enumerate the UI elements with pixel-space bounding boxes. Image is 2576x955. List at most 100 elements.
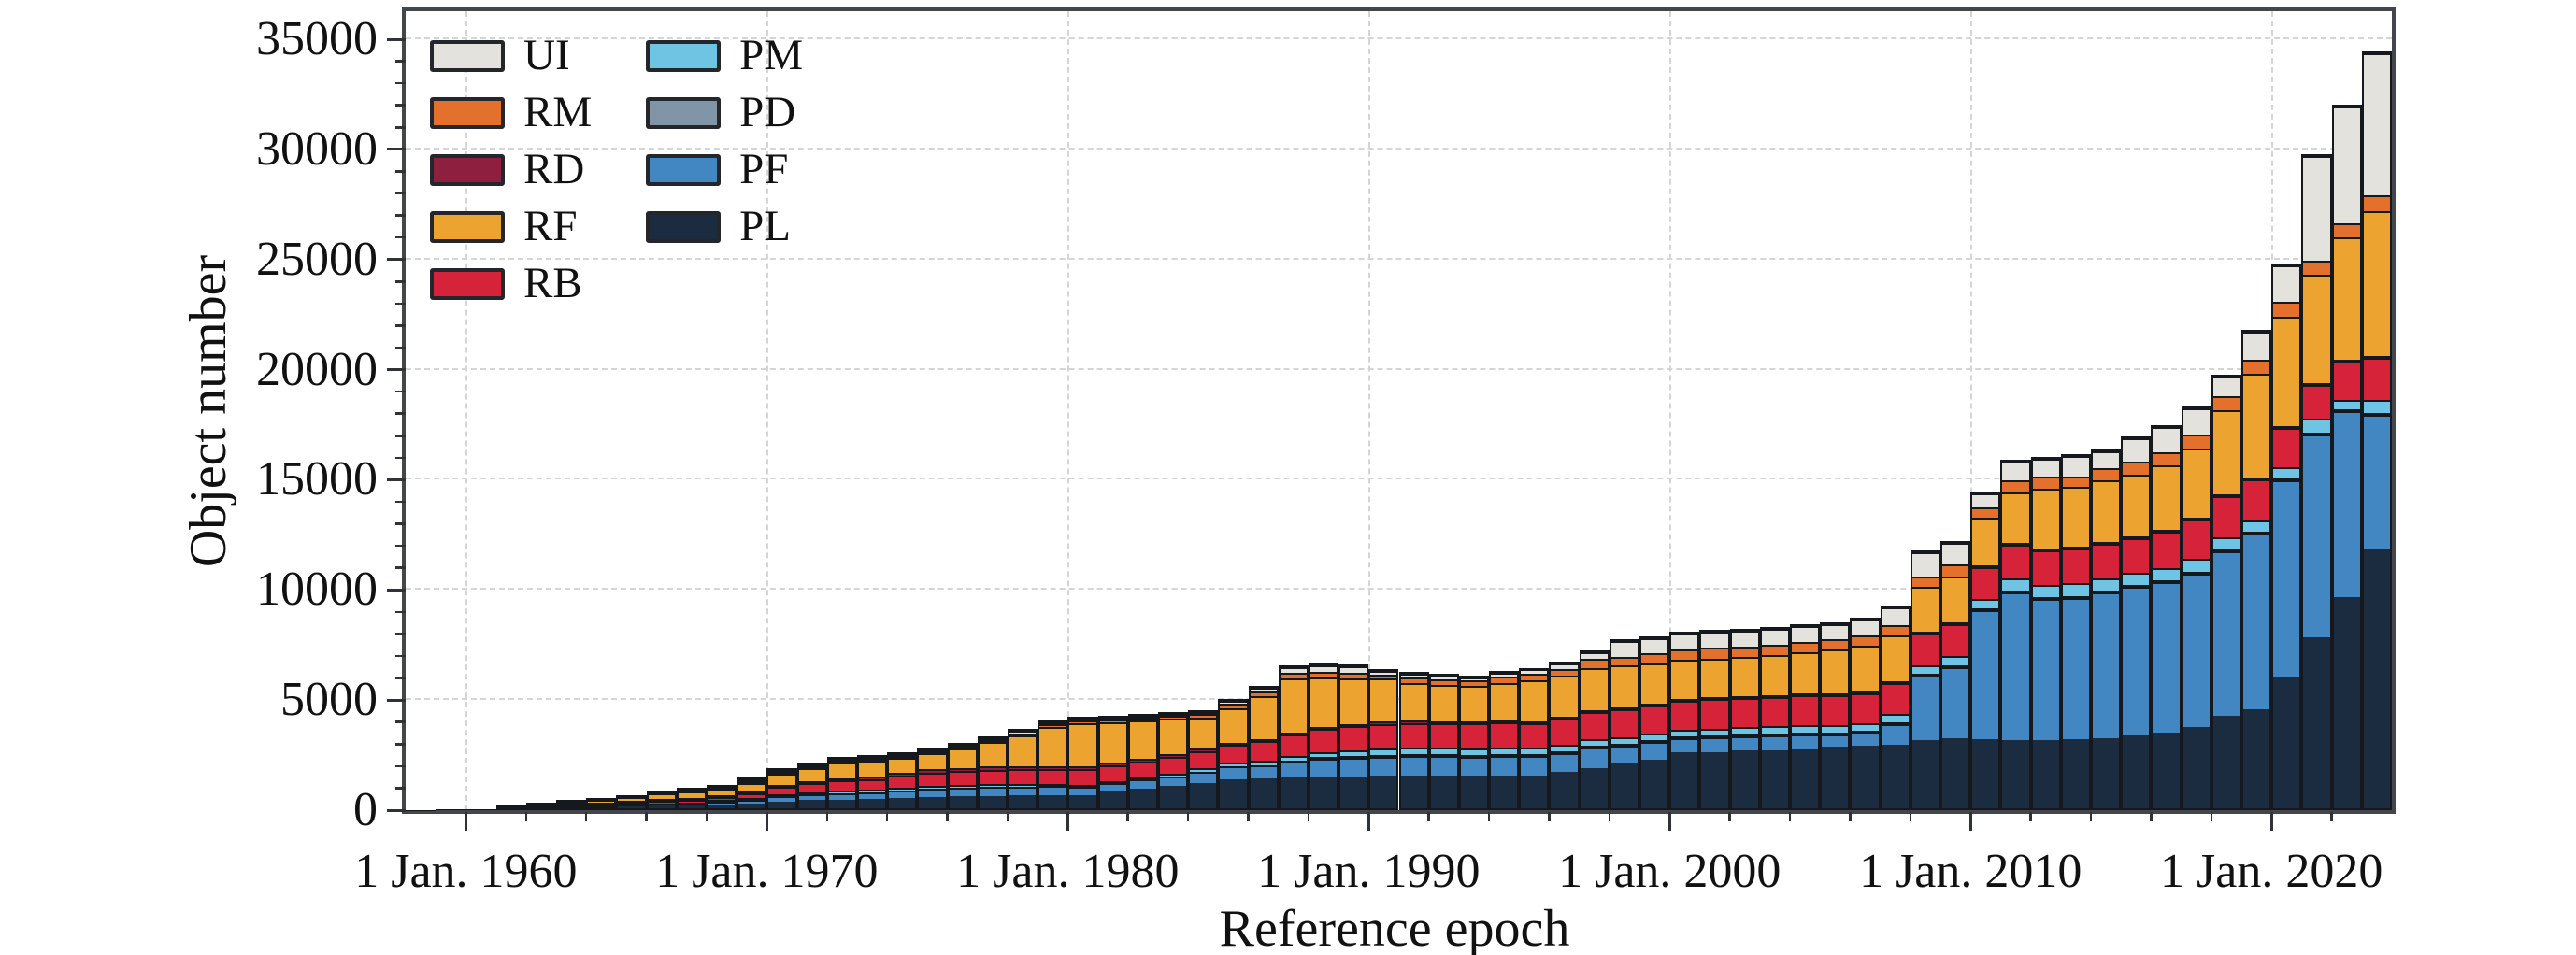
- segment-RD: [828, 777, 855, 781]
- bar-1991: [1398, 672, 1429, 810]
- segment-UI: [828, 759, 855, 762]
- segment-RF: [2182, 448, 2210, 519]
- y-minor-tick: [395, 346, 406, 349]
- segment-PF: [1581, 748, 1608, 768]
- segment-UI: [1309, 664, 1338, 672]
- segment-RB: [1340, 726, 1367, 750]
- bar-2011: [2000, 460, 2031, 810]
- segment-UI: [1491, 672, 1518, 677]
- segment-RF: [889, 758, 916, 774]
- segment-PL: [648, 805, 675, 808]
- segment-PM: [1852, 723, 1879, 732]
- segment-RB: [1280, 734, 1307, 757]
- segment-RM: [1309, 671, 1338, 678]
- segment-PD: [1882, 721, 1909, 724]
- segment-RD: [1731, 695, 1758, 698]
- segment-PM: [1190, 768, 1217, 772]
- segment-PD: [1761, 733, 1789, 735]
- segment-PF: [1551, 752, 1578, 773]
- segment-RB: [919, 772, 946, 786]
- segment-RB: [1039, 768, 1066, 785]
- x-major-tick: [1066, 812, 1069, 831]
- segment-PD: [2182, 571, 2210, 574]
- bar-1966: [646, 791, 677, 810]
- bar-2008: [1910, 550, 1941, 810]
- legend-item-RM: RM: [430, 91, 592, 135]
- bar-1980: [1067, 717, 1098, 810]
- y-minor-tick: [395, 302, 406, 306]
- segment-RF: [1942, 577, 1969, 622]
- x-minor-tick: [705, 812, 708, 821]
- segment-PM: [1220, 763, 1247, 767]
- segment-PL: [1761, 749, 1789, 808]
- segment-PF: [2123, 586, 2150, 735]
- segment-RF: [798, 768, 825, 781]
- segment-RD: [768, 784, 795, 788]
- horizontal-gridline: [406, 147, 2392, 150]
- bar-1997: [1579, 650, 1610, 810]
- segment-RB: [1309, 728, 1338, 752]
- legend-swatch-RB-icon: [430, 267, 505, 300]
- segment-PD: [1581, 746, 1608, 748]
- segment-RB: [1911, 634, 1939, 665]
- x-minor-tick: [2330, 812, 2333, 821]
- segment-RM: [738, 780, 766, 783]
- segment-PM: [1761, 726, 1789, 734]
- segment-PF: [618, 805, 645, 807]
- bar-1994: [1489, 670, 1520, 810]
- bar-2018: [2211, 375, 2241, 810]
- segment-RB: [1610, 708, 1639, 737]
- segment-PM: [708, 800, 736, 803]
- segment-RB: [1400, 722, 1427, 748]
- segment-PM: [1641, 734, 1668, 741]
- segment-PF: [2093, 592, 2120, 738]
- segment-RF: [1430, 684, 1457, 721]
- segment-UI: [1009, 731, 1037, 734]
- segment-RF: [557, 802, 585, 803]
- chart-legend: UI RM RD RF RB PM PD PF PL: [430, 34, 803, 319]
- segment-RF: [1671, 660, 1698, 699]
- segment-UI: [1581, 652, 1608, 660]
- segment-RD: [1430, 720, 1457, 723]
- segment-RM: [1641, 653, 1668, 663]
- y-minor-tick: [395, 192, 406, 195]
- segment-PM: [1610, 736, 1639, 744]
- legend-item-PD: PD: [646, 91, 803, 135]
- segment-RD: [1280, 732, 1307, 734]
- y-minor-tick: [395, 81, 406, 85]
- x-minor-tick: [1728, 812, 1731, 821]
- segment-PF: [1220, 766, 1247, 780]
- x-minor-tick: [584, 812, 588, 821]
- legend-swatch-PL-icon: [646, 210, 722, 243]
- y-minor-tick: [395, 764, 406, 768]
- segment-PD: [1370, 754, 1397, 757]
- legend-item-RB: RB: [430, 262, 592, 306]
- vertical-gridline: [465, 11, 468, 810]
- y-minor-tick: [395, 522, 406, 525]
- segment-RM: [1340, 672, 1367, 678]
- segment-PL: [1280, 777, 1307, 808]
- segment-PF: [1340, 757, 1367, 777]
- bar-1984: [1188, 709, 1219, 810]
- legend-column: PM PD PF PL: [646, 34, 803, 319]
- segment-RB: [979, 769, 1006, 785]
- x-axis-title: Reference epoch: [1219, 900, 1570, 955]
- segment-RM: [1761, 645, 1789, 656]
- segment-RM: [2182, 434, 2210, 449]
- legend-label: RM: [523, 88, 593, 136]
- segment-RF: [768, 774, 795, 785]
- segment-RB: [2093, 543, 2120, 578]
- segment-RF: [1551, 676, 1578, 718]
- segment-UI: [2212, 377, 2240, 397]
- segment-RM: [1610, 656, 1639, 666]
- segment-PM: [2062, 583, 2090, 596]
- bar-2003: [1759, 626, 1791, 810]
- segment-RF: [858, 760, 886, 777]
- segment-RF: [1581, 667, 1608, 711]
- segment-RF: [919, 753, 946, 770]
- segment-UI: [1610, 641, 1639, 657]
- segment-RM: [1671, 649, 1698, 661]
- segment-PM: [889, 788, 916, 791]
- segment-RF: [2002, 492, 2029, 543]
- segment-RB: [1701, 699, 1728, 729]
